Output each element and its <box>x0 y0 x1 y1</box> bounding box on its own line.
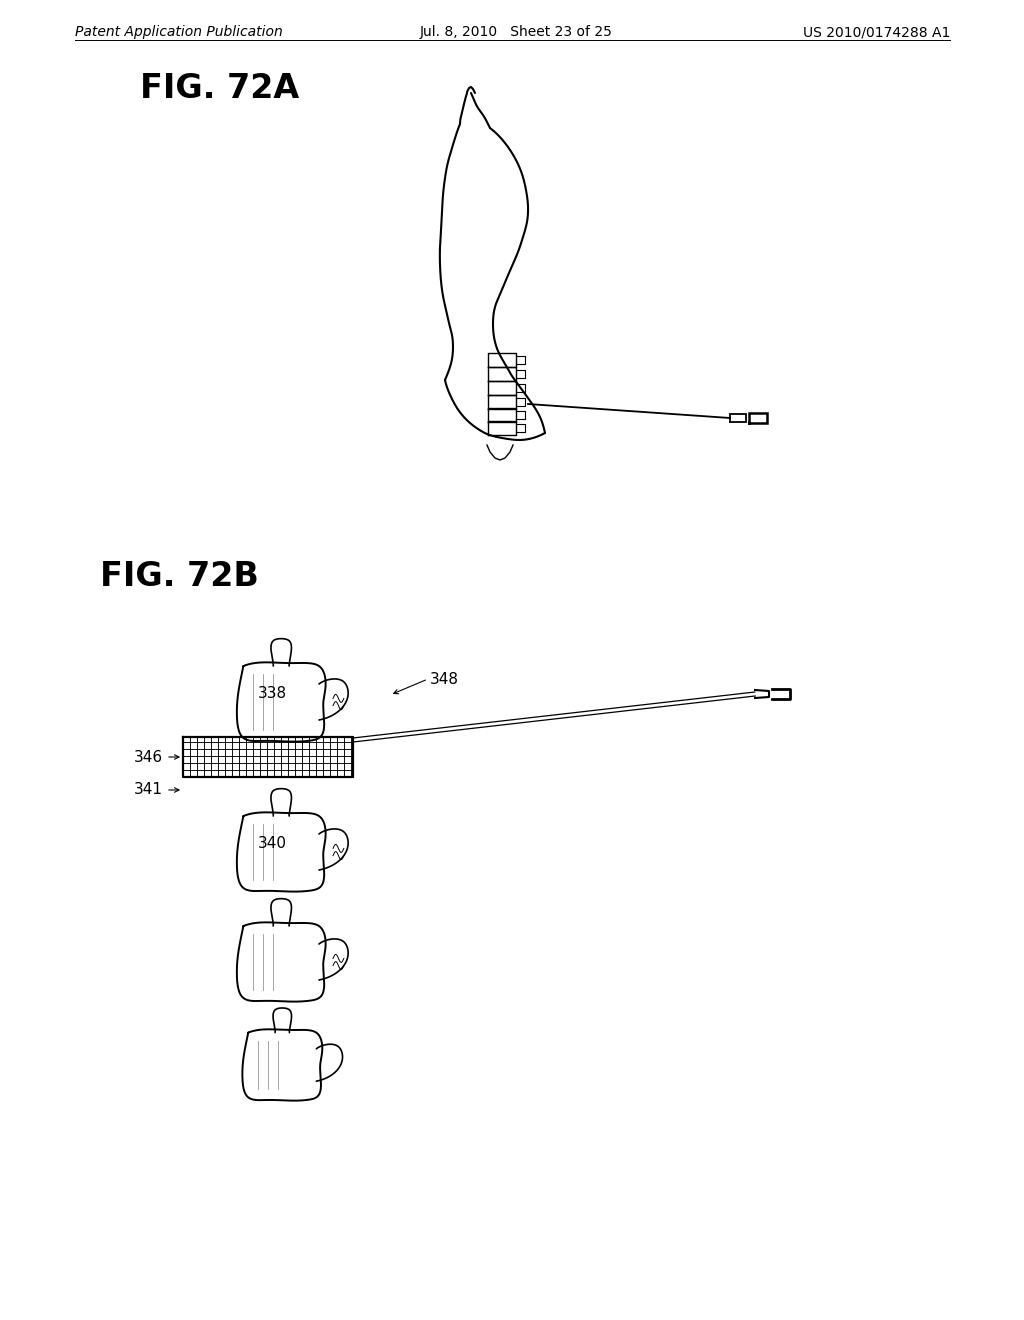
Text: 338: 338 <box>257 686 287 701</box>
Text: Jul. 8, 2010   Sheet 23 of 25: Jul. 8, 2010 Sheet 23 of 25 <box>420 25 613 40</box>
Text: FIG. 72B: FIG. 72B <box>100 560 259 593</box>
Text: Patent Application Publication: Patent Application Publication <box>75 25 283 40</box>
Text: 341: 341 <box>134 783 163 797</box>
Text: US 2010/0174288 A1: US 2010/0174288 A1 <box>803 25 950 40</box>
Text: 346: 346 <box>134 750 163 764</box>
Text: 340: 340 <box>257 837 287 851</box>
Text: 348: 348 <box>430 672 459 686</box>
Text: FIG. 72A: FIG. 72A <box>140 73 299 106</box>
